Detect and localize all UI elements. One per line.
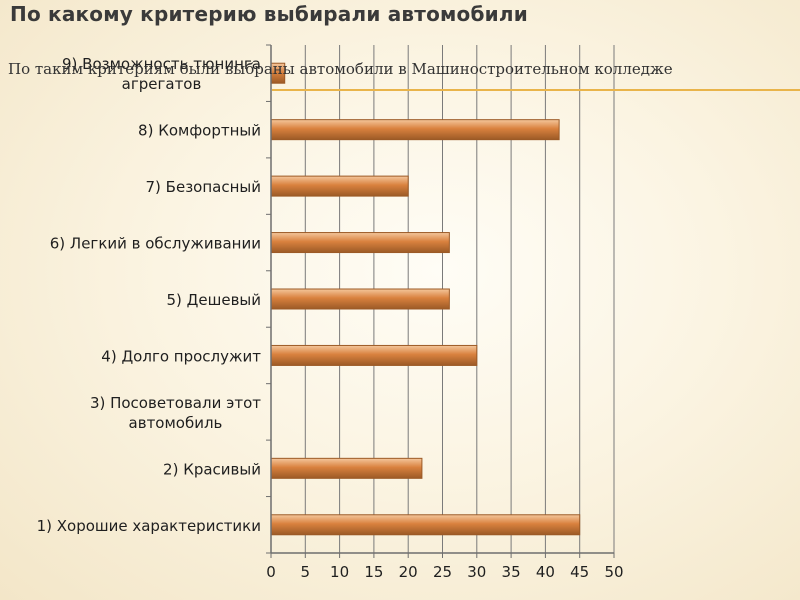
bar-1 xyxy=(270,514,581,536)
x-tick-label-30: 30 xyxy=(467,563,486,581)
bar-2 xyxy=(270,457,423,479)
category-label-5: 5) Дешевый xyxy=(167,291,262,309)
category-label-3: 3) Посоветовали этот автомобиль xyxy=(90,394,261,432)
x-tick-label-20: 20 xyxy=(399,563,418,581)
bars xyxy=(270,62,581,536)
bar-6 xyxy=(270,232,450,254)
category-label-2: 2) Красивый xyxy=(163,460,261,478)
category-label-9: 9) Возможность тюнинга агрегатов xyxy=(62,55,261,93)
x-tick-label-35: 35 xyxy=(502,563,521,581)
category-label-4: 4) Долго прослужит xyxy=(101,347,261,365)
category-labels: 9) Возможность тюнинга агрегатов 8) Комфор… xyxy=(37,55,262,535)
axes xyxy=(266,44,615,558)
x-tick-label-50: 50 xyxy=(604,563,623,581)
bar-8 xyxy=(270,119,560,141)
accent-line xyxy=(272,89,800,91)
x-tick-label-45: 45 xyxy=(570,563,589,581)
category-label-1: 1) Хорошие характеристики xyxy=(37,517,261,535)
x-tick-label-10: 10 xyxy=(330,563,349,581)
x-tick-label-40: 40 xyxy=(536,563,555,581)
category-label-7: 7) Безопасный xyxy=(146,178,261,196)
bar-4 xyxy=(270,344,478,366)
x-tick-label-15: 15 xyxy=(364,563,383,581)
x-tick-label-5: 5 xyxy=(301,563,311,581)
slide-title: По какому критерию выбирали автомобили xyxy=(10,2,528,26)
category-label-6: 6) Легкий в обслуживании xyxy=(50,235,261,253)
bar-5 xyxy=(270,288,450,310)
x-tick-labels: 0 5 10 15 20 25 30 35 40 45 50 xyxy=(266,563,623,581)
category-label-8: 8) Комфортный xyxy=(138,122,261,140)
x-tick-label-25: 25 xyxy=(433,563,452,581)
x-tick-label-0: 0 xyxy=(266,563,276,581)
overlay-caption: По таким критериям были выбраны автомоби… xyxy=(8,60,673,78)
bar-7 xyxy=(270,175,409,197)
